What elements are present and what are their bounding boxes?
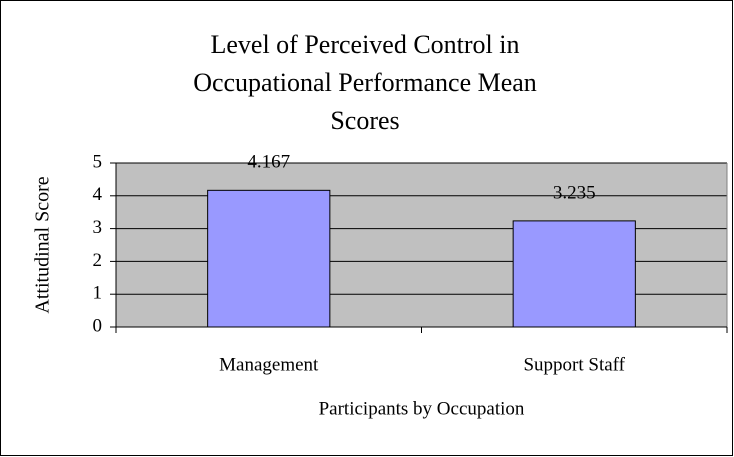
x-axis-title: Participants by Occupation [319, 398, 525, 419]
bar [207, 189, 331, 328]
data-label: 4.167 [247, 152, 290, 173]
chart-title: Level of Perceived Control in Occupation… [193, 30, 537, 135]
y-tick-label: 2 [93, 250, 103, 271]
data-label: 3.235 [553, 182, 596, 203]
y-axis-title: Attitudinal Score [32, 176, 54, 313]
y-tick-label: 0 [93, 315, 103, 336]
y-tick-label: 4 [93, 184, 103, 205]
bar [512, 220, 636, 328]
x-tick-label: Management [219, 354, 319, 375]
x-tick-label: Support Staff [523, 354, 625, 375]
y-tick-label: 3 [93, 217, 103, 238]
y-tick-label: 5 [93, 151, 103, 172]
y-tick-label: 1 [93, 283, 103, 304]
